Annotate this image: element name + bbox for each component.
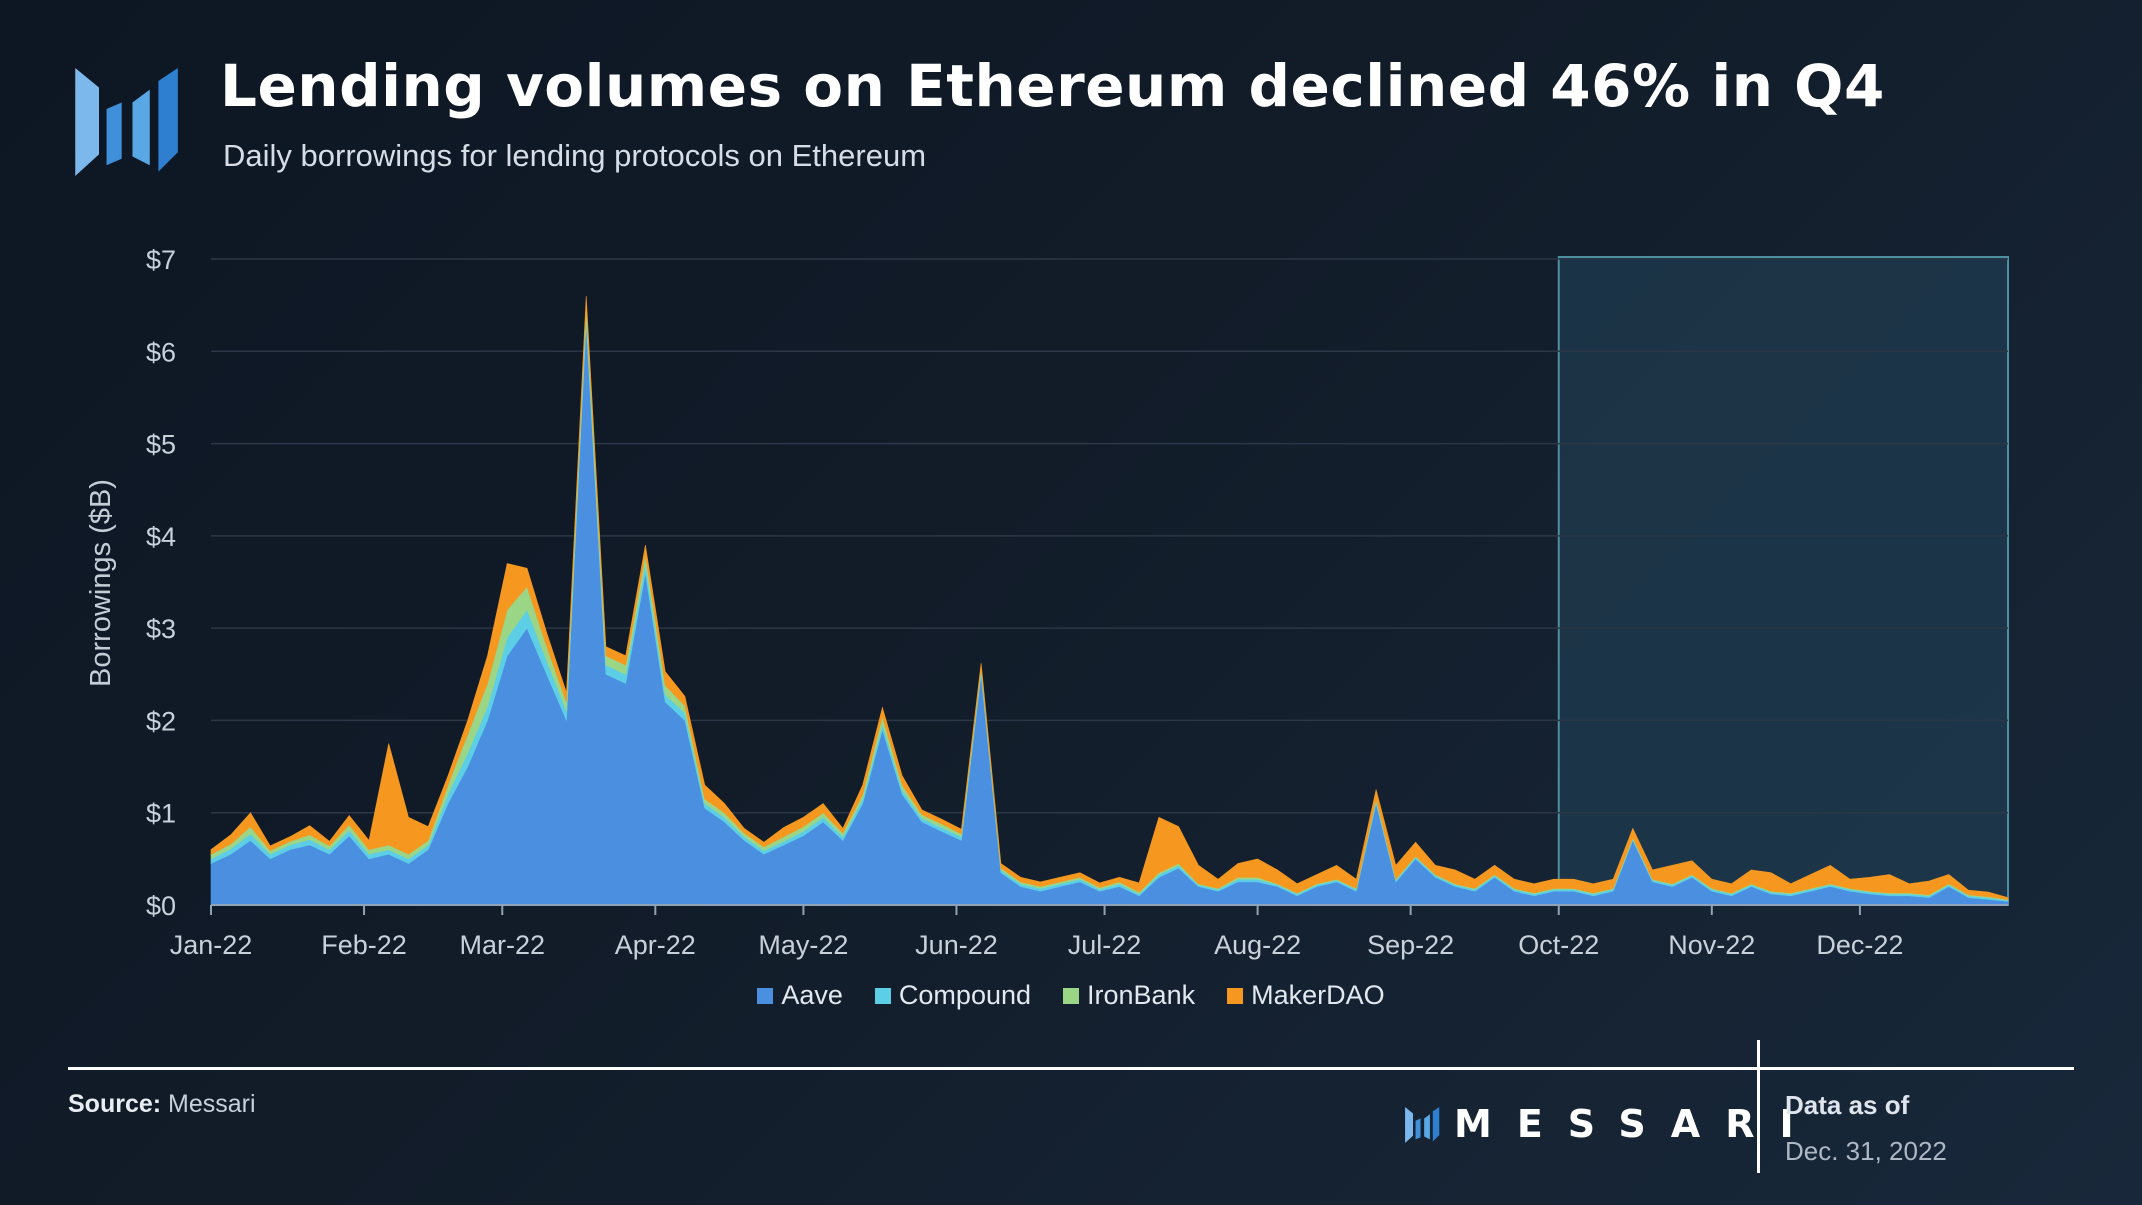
x-tick-label: Oct-22 — [1518, 930, 1599, 960]
legend-label: Aave — [781, 980, 843, 1010]
legend-item-makerdao: MakerDAO — [1227, 980, 1385, 1011]
x-tick-label: Jul-22 — [1068, 930, 1142, 960]
y-tick-label: $7 — [146, 245, 176, 275]
brand-wordmark: MESSARI — [1454, 1102, 1819, 1146]
chart-subtitle: Daily borrowings for lending protocols o… — [223, 138, 927, 173]
x-tick-label: Feb-22 — [321, 930, 407, 960]
legend-label: MakerDAO — [1251, 980, 1385, 1010]
y-tick-label: $3 — [146, 614, 176, 644]
chart-legend: Aave Compound IronBank MakerDAO — [0, 980, 2142, 1011]
legend-swatch — [757, 987, 774, 1004]
y-tick-label: $4 — [146, 522, 176, 552]
q4-highlight-box — [1557, 256, 2009, 906]
y-tick-label: $1 — [146, 799, 176, 829]
legend-item-ironbank: IronBank — [1063, 980, 1195, 1011]
source-note: Source: Messari — [68, 1090, 256, 1119]
y-tick-label: $5 — [146, 430, 176, 460]
x-tick-label: Jun-22 — [915, 930, 998, 960]
x-tick-label: Jan-22 — [170, 930, 253, 960]
y-tick-label: $2 — [146, 706, 176, 736]
chart-title: Lending volumes on Ethereum declined 46%… — [220, 52, 1885, 120]
source-label: Source: — [68, 1090, 162, 1118]
legend-label: Compound — [898, 980, 1032, 1010]
messari-brand-icon — [1405, 1107, 1440, 1143]
y-tick-label: $0 — [146, 891, 176, 921]
legend-swatch — [1227, 987, 1244, 1004]
x-tick-label: Mar-22 — [460, 930, 546, 960]
chart-area: $0 $1 $2 $3 $4 $5 $6 $7 Jan-22 Feb-22 Mar-22 Apr-22… — [85, 245, 2009, 960]
data-as-of-label: Data as of — [1785, 1090, 1910, 1120]
footer-divider — [68, 1067, 2074, 1070]
x-tick-label: Aug-22 — [1214, 930, 1301, 960]
x-tick-label: Nov-22 — [1668, 930, 1755, 960]
source-value: Messari — [168, 1090, 256, 1118]
y-tick-label: $6 — [146, 337, 176, 367]
legend-swatch — [874, 987, 891, 1004]
x-tick-label: May-22 — [758, 930, 848, 960]
x-tick-label: Sep-22 — [1367, 930, 1454, 960]
messari-logo-icon — [75, 68, 178, 176]
series-area-makerdao — [210, 295, 2009, 900]
x-tick-label: Dec-22 — [1816, 930, 1903, 960]
data-as-of-date: Dec. 31, 2022 — [1785, 1136, 1947, 1166]
legend-item-aave: Aave — [757, 980, 843, 1011]
footer-vertical-divider — [1757, 1040, 1760, 1173]
y-axis-label: Borrowings ($B) — [85, 479, 117, 687]
legend-label: IronBank — [1087, 980, 1196, 1010]
x-tick-label: Apr-22 — [615, 930, 696, 960]
legend-item-compound: Compound — [874, 980, 1032, 1011]
legend-swatch — [1063, 987, 1080, 1004]
